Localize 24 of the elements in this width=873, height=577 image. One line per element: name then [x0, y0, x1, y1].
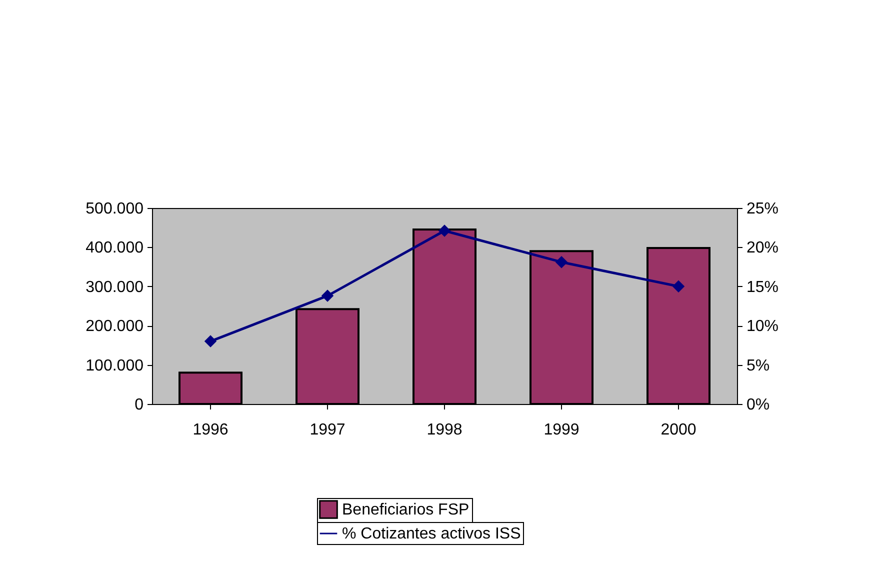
x-tick-label: 1999 [544, 422, 580, 438]
point [438, 224, 451, 237]
x-tick-label: 1997 [310, 422, 346, 438]
x-tick-label: 2000 [660, 422, 696, 438]
y-tick-label: 200.000 [86, 318, 144, 336]
y2-tick-label: 10% [746, 318, 779, 336]
y-tick-label: 400.000 [86, 240, 144, 257]
y-tick-label: 100.000 [86, 357, 144, 374]
point [321, 290, 334, 302]
y-tick-label: 0 [134, 396, 144, 414]
x-tick-label: 1998 [426, 422, 462, 438]
y2-tick-label: 25% [746, 200, 779, 218]
point [555, 256, 568, 268]
y-tick-label: 500.000 [86, 200, 144, 218]
y2-tick-label: 0% [746, 396, 770, 414]
point [204, 335, 217, 348]
legend-label: Beneficiarios FSP [342, 502, 470, 518]
y2-tick-label: 20% [746, 240, 779, 257]
y-tick-label: 300.000 [86, 278, 144, 296]
x-tick-label: 1996 [192, 422, 228, 438]
point [672, 280, 685, 293]
y2-tick-label: 5% [746, 357, 770, 374]
legend-label: % Cotizantes activos ISS [342, 526, 521, 542]
y2-tick-label: 15% [746, 278, 779, 296]
